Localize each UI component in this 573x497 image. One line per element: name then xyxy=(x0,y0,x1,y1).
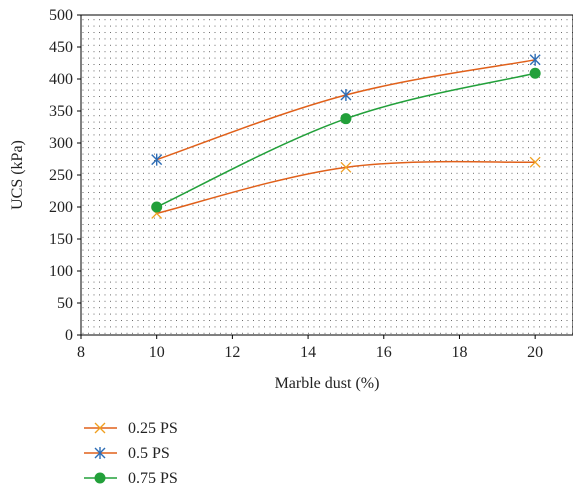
y-tick-label: 250 xyxy=(49,167,73,184)
y-tick-label: 350 xyxy=(49,103,73,120)
legend-item: 0.25 PS xyxy=(84,420,178,437)
series-0-5-ps xyxy=(151,53,541,166)
legend-label: 0.5 PS xyxy=(128,445,170,462)
series-layer xyxy=(151,53,541,219)
legend-marker xyxy=(94,447,106,459)
y-tick-label: 400 xyxy=(49,71,73,88)
y-tick-label: 500 xyxy=(49,7,73,24)
x-tick-label: 20 xyxy=(527,344,543,361)
y-tick-label: 150 xyxy=(49,231,73,248)
plot-background xyxy=(81,15,573,335)
data-point xyxy=(340,161,352,173)
y-tick-label: 50 xyxy=(57,295,73,312)
data-point xyxy=(340,113,352,125)
x-tick-label: 14 xyxy=(300,344,316,361)
y-tick-label: 300 xyxy=(49,135,73,152)
data-point xyxy=(151,201,163,213)
y-axis-ticks: 0 50 100 150 200 250 300 350 400 450 500 xyxy=(49,7,81,344)
legend-marker xyxy=(94,422,106,434)
legend: 0.25 PS 0.5 PS 0.75 PS xyxy=(84,420,178,487)
data-point xyxy=(529,156,541,168)
legend-marker xyxy=(94,472,106,484)
x-tick-label: 10 xyxy=(149,344,165,361)
y-axis-label: UCS (kPa) xyxy=(9,140,26,210)
x-tick-label: 8 xyxy=(77,344,85,361)
y-tick-label: 450 xyxy=(49,39,73,56)
legend-label: 0.25 PS xyxy=(128,420,178,437)
data-point xyxy=(529,53,541,66)
y-tick-label: 200 xyxy=(49,199,73,216)
data-point xyxy=(529,67,541,79)
x-tick-label: 18 xyxy=(451,344,467,361)
y-tick-label: 0 xyxy=(65,327,73,344)
series-0-75-ps xyxy=(151,67,541,213)
legend-item: 0.5 PS xyxy=(84,445,170,462)
legend-label: 0.75 PS xyxy=(128,470,178,487)
x-axis-label: Marble dust (%) xyxy=(275,375,380,392)
x-tick-label: 16 xyxy=(376,344,392,361)
x-axis-ticks: 8 10 12 14 16 18 20 xyxy=(77,335,543,361)
y-tick-label: 100 xyxy=(49,263,73,280)
x-tick-label: 12 xyxy=(224,344,240,361)
legend-item: 0.75 PS xyxy=(84,470,178,487)
data-point xyxy=(151,153,163,166)
data-point xyxy=(340,89,352,101)
